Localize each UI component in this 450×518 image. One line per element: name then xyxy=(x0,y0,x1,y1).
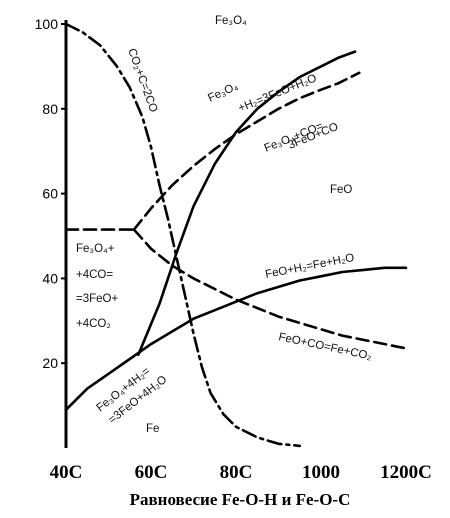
label-fe3o4-4co-2: +4CO= xyxy=(76,269,113,281)
label-fe3o4-h2-a: Fe₃O₄ xyxy=(206,80,240,104)
label-feo-co: FeO+CO=Fe+CO₂ xyxy=(277,331,372,362)
x-tick-label: 80C xyxy=(220,462,253,483)
x-tick-label: 40C xyxy=(50,462,83,483)
curves xyxy=(64,22,408,448)
y-tick-label: 60 xyxy=(42,186,58,202)
curve-4 xyxy=(132,228,408,350)
y-tick-label: 100 xyxy=(35,16,59,32)
y-tick-label: 20 xyxy=(42,355,58,371)
label-co2-c: CO₂+C=2CO xyxy=(125,47,159,114)
label-fe3o4-4co-4: +4CO₂ xyxy=(76,318,111,330)
label-feo-h2: FeO+H₂=Fe+H₂O xyxy=(264,252,355,281)
label-feo-region: FeO xyxy=(330,184,352,196)
curve-1 xyxy=(137,50,357,356)
axes xyxy=(61,20,68,448)
label-fe3o4-4co-1: Fe₃O₄+ xyxy=(76,243,115,255)
curve-2 xyxy=(64,266,408,412)
chart-title: Равновесие Fe-O-H и Fe-O-C xyxy=(130,490,351,509)
y-tick-label: 40 xyxy=(42,270,58,286)
x-tick-label: 1200C xyxy=(380,462,432,483)
label-fe-region: Fe xyxy=(146,423,159,435)
label-fe3o4-region: Fe₃O₄ xyxy=(215,15,247,27)
label-fe3o4-4co-3: =3FeO+ xyxy=(76,293,118,305)
x-tick-labels: 40C 60C 80C 1000 1200C xyxy=(50,462,432,483)
y-tick-label: 80 xyxy=(42,101,58,117)
y-tick-labels: 20 40 60 80 100 xyxy=(35,16,59,371)
curve-3 xyxy=(132,71,361,231)
curve-6 xyxy=(64,22,302,448)
x-tick-label: 1000 xyxy=(302,462,340,483)
x-tick-label: 60C xyxy=(135,462,168,483)
